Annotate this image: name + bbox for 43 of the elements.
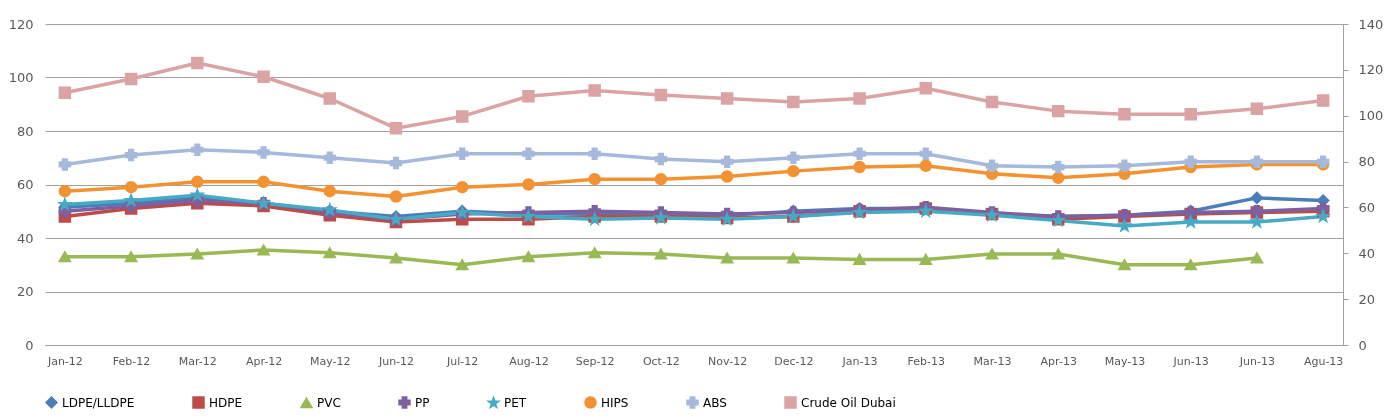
x-tick-label: Jun-13 <box>1238 354 1275 368</box>
x-tick-label: Jun-13 <box>1172 354 1209 368</box>
x-tick-label: Aug-12 <box>509 354 549 368</box>
x-tick-label: Dec-12 <box>774 354 814 368</box>
x-tick-label: Jan-13 <box>841 354 878 368</box>
x-tick-label: May-13 <box>1104 354 1146 368</box>
legend-label: PET <box>504 396 527 411</box>
x-tick-label: Agu-13 <box>1303 354 1344 368</box>
y2-tick-label: 120 <box>1358 62 1384 78</box>
y-tick-label: 0 <box>25 337 34 353</box>
y2-tick-label: 100 <box>1358 108 1384 124</box>
x-tick-label: Jul-12 <box>446 354 479 368</box>
x-tick-label: Oct-12 <box>642 354 680 368</box>
y2-tick-label: 0 <box>1358 337 1367 353</box>
legend-label: HDPE <box>209 395 243 410</box>
y-tick-label: 60 <box>16 177 34 192</box>
x-tick-label: Nov-12 <box>708 354 748 368</box>
x-tick-label: Apr-13 <box>1040 354 1077 368</box>
legend-label: PP <box>415 395 430 410</box>
x-tick-label: Feb-12 <box>112 354 151 368</box>
legend-label: Crude Oil Dubai <box>801 395 896 410</box>
y2-tick-label: 80 <box>1358 154 1376 170</box>
x-tick-label: Feb-13 <box>907 354 946 368</box>
y-tick-label: 20 <box>16 284 34 299</box>
y-tick-label: 100 <box>8 70 34 85</box>
x-tick-label: Sep-12 <box>575 354 615 368</box>
y-tick-label: 40 <box>16 230 34 246</box>
legend-label: ABS <box>703 395 727 410</box>
y2-tick-label: 20 <box>1358 291 1376 307</box>
x-tick-label: Mar-12 <box>178 354 217 368</box>
x-tick-label: Mar-13 <box>973 354 1012 368</box>
x-tick-label: Apr-12 <box>245 354 283 368</box>
x-tick-label: May-12 <box>310 354 351 368</box>
y2-tick-label: 60 <box>1358 199 1376 215</box>
y-tick-label: 80 <box>16 123 34 139</box>
x-tick-label: Jan-12 <box>46 354 83 368</box>
legend-label: HIPS <box>601 395 629 410</box>
y2-tick-label: 140 <box>1358 16 1384 32</box>
x-tick-label: Jun-12 <box>377 354 415 368</box>
y-tick-label: 120 <box>8 16 34 32</box>
y2-tick-label: 40 <box>1358 245 1376 261</box>
legend-label: LDPE/LLDPE <box>62 395 135 410</box>
legend-label: PVC <box>317 395 341 410</box>
